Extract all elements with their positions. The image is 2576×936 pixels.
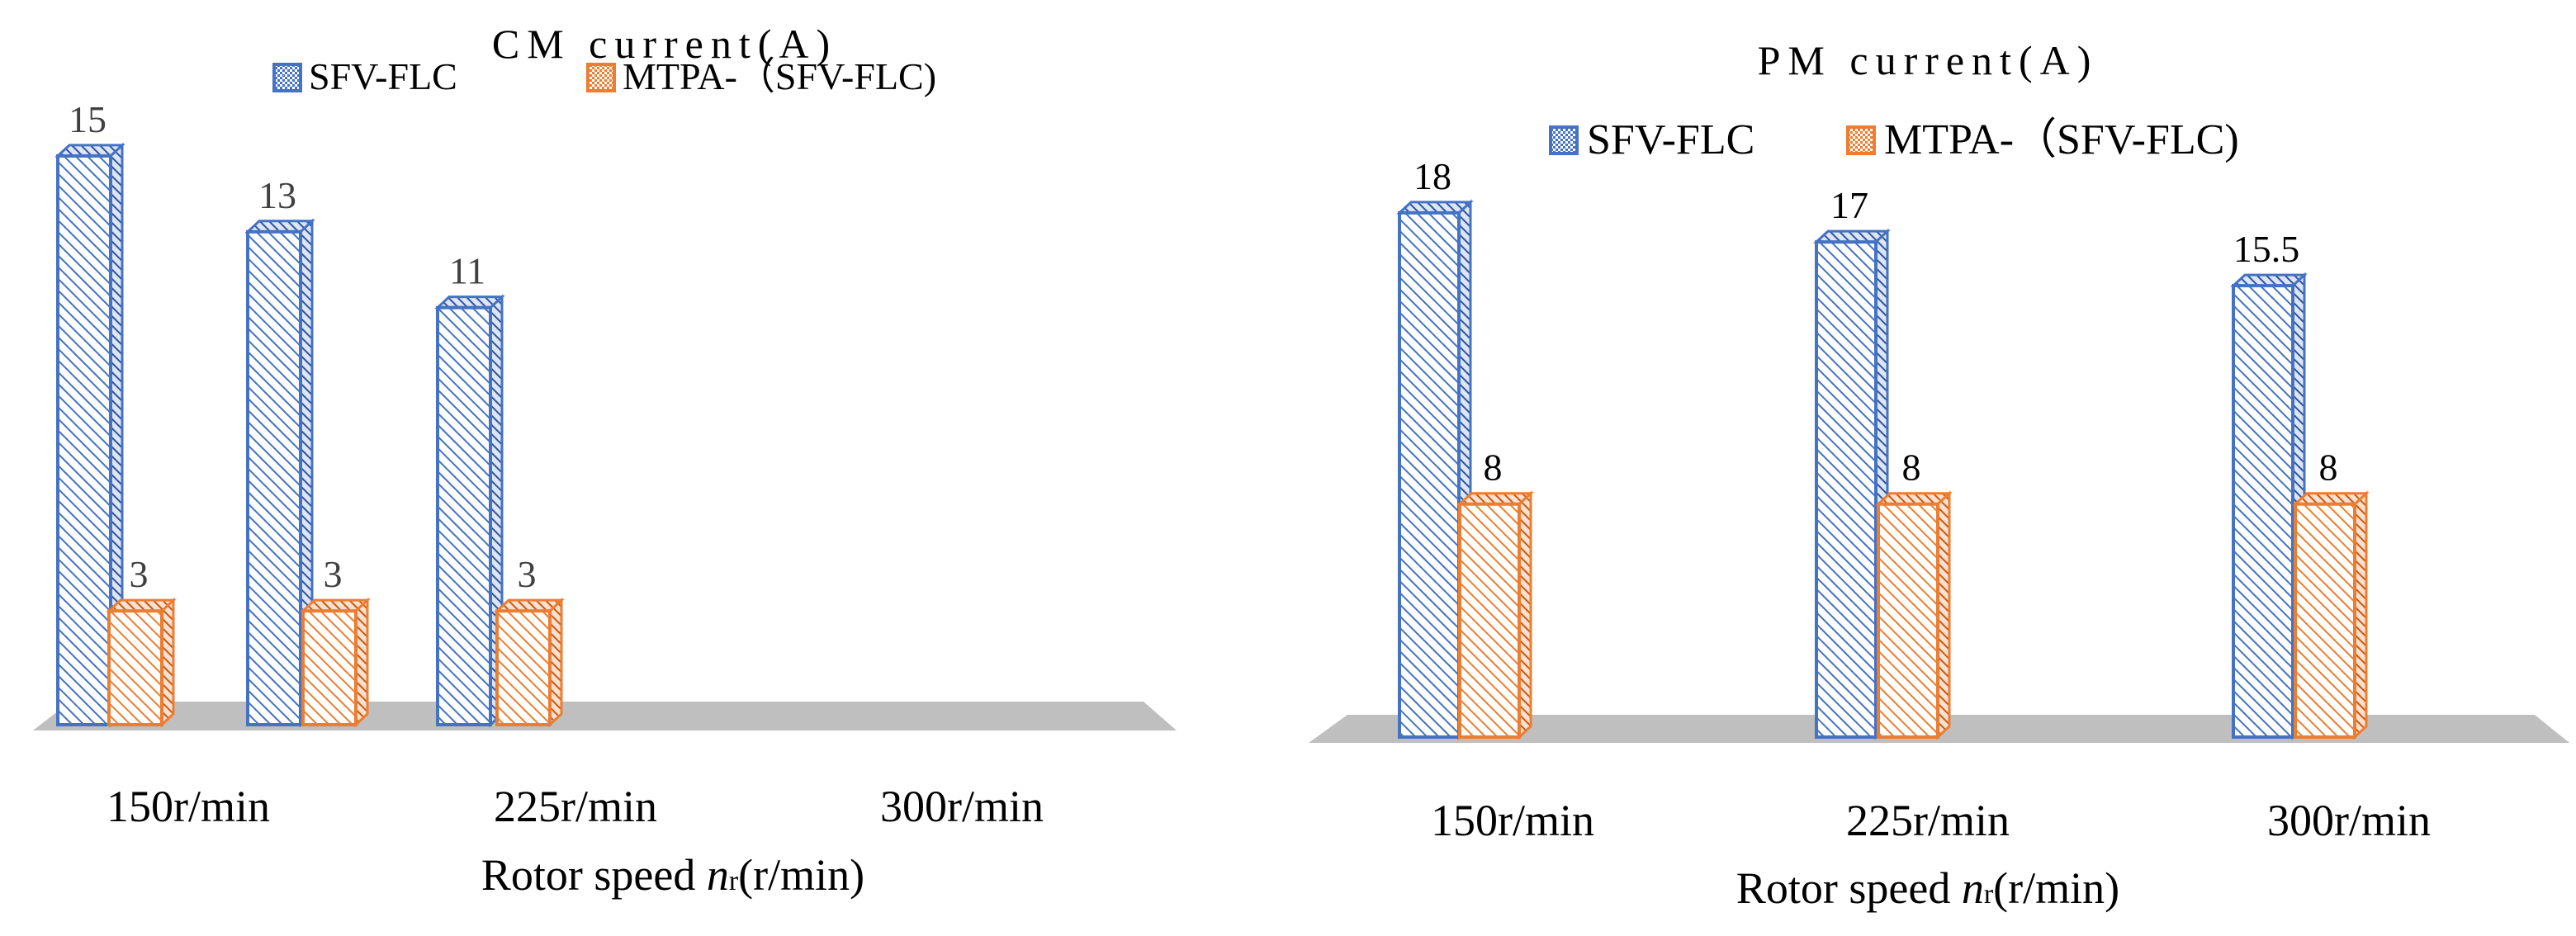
cm-bars: 15 13 11 3 3 3 bbox=[54, 98, 565, 728]
cm-category-label-300: 300r/min bbox=[880, 782, 1044, 831]
cm-bar-mtpa-225 bbox=[300, 597, 371, 728]
pm-data-label-sfv-flc-300: 15.5 bbox=[2233, 228, 2300, 270]
cm-data-label-mtpa-225: 3 bbox=[324, 553, 343, 595]
cm-data-label-sfv-flc-300: 11 bbox=[449, 250, 485, 292]
cm-data-label-sfv-flc-225: 13 bbox=[258, 174, 296, 216]
pm-legend-swatch-mtpa bbox=[1846, 125, 1876, 155]
cm-chart-floor bbox=[33, 702, 1177, 730]
cm-bar-sfv-flc-225 bbox=[244, 218, 315, 728]
cm-legend-label-mtpa: MTPA-（SFV-FLC) bbox=[623, 55, 936, 97]
pm-x-axis-label: Rotor speed nr(r/min) bbox=[1736, 863, 2119, 913]
cm-bar-sfv-flc-300 bbox=[434, 294, 505, 728]
cm-data-label-mtpa-300: 3 bbox=[518, 553, 537, 595]
pm-data-label-mtpa-300: 8 bbox=[2319, 447, 2338, 489]
cm-bar-sfv-flc-150 bbox=[54, 142, 125, 728]
cm-chart-title: CM current(A) bbox=[492, 21, 837, 67]
pm-legend-swatch-sfv-flc bbox=[1549, 125, 1579, 155]
cm-legend: SFV-FLC MTPA-（SFV-FLC) bbox=[272, 55, 936, 97]
cm-legend-label-sfv-flc: SFV-FLC bbox=[309, 55, 457, 97]
cm-current-chart: CM current(A) SFV-FLC MTPA-（SFV-FLC) 151… bbox=[33, 21, 1177, 900]
cm-bar-mtpa-150 bbox=[106, 597, 177, 728]
cm-category-label-150: 150r/min bbox=[107, 782, 270, 831]
pm-category-label-150: 150r/min bbox=[1431, 796, 1594, 845]
pm-bar-mtpa-225 bbox=[1875, 490, 1953, 740]
pm-bar-mtpa-300 bbox=[2292, 490, 2370, 740]
pm-current-chart: PM current(A) SFV-FLC MTPA-（SFV-FLC) 181… bbox=[1309, 37, 2569, 913]
pm-chart-title: PM current(A) bbox=[1758, 37, 2099, 83]
pm-legend-label-sfv-flc: SFV-FLC bbox=[1587, 116, 1754, 163]
pm-category-label-225: 225r/min bbox=[1846, 796, 2010, 845]
pm-bars: 18 17 15.5 8 8 8 bbox=[1396, 155, 2370, 740]
cm-legend-swatch-sfv-flc bbox=[272, 63, 302, 92]
cm-bar-mtpa-300 bbox=[494, 597, 565, 728]
pm-data-label-mtpa-150: 8 bbox=[1484, 447, 1503, 489]
pm-category-label-300: 300r/min bbox=[2267, 796, 2431, 845]
pm-legend: SFV-FLC MTPA-（SFV-FLC) bbox=[1549, 116, 2239, 163]
pm-legend-label-mtpa: MTPA-（SFV-FLC) bbox=[1884, 116, 2239, 163]
cm-x-axis-label: Rotor speed nr(r/min) bbox=[481, 850, 864, 900]
cm-data-label-mtpa-150: 3 bbox=[130, 553, 149, 595]
pm-data-label-sfv-flc-225: 17 bbox=[1830, 184, 1868, 226]
cm-legend-swatch-mtpa bbox=[586, 63, 616, 92]
pm-data-label-mtpa-225: 8 bbox=[1902, 447, 1921, 489]
cm-data-label-sfv-flc-150: 15 bbox=[69, 98, 107, 140]
pm-bar-mtpa-150 bbox=[1456, 490, 1534, 740]
pm-data-label-sfv-flc-150: 18 bbox=[1413, 155, 1451, 197]
cm-category-label-225: 225r/min bbox=[494, 782, 657, 831]
